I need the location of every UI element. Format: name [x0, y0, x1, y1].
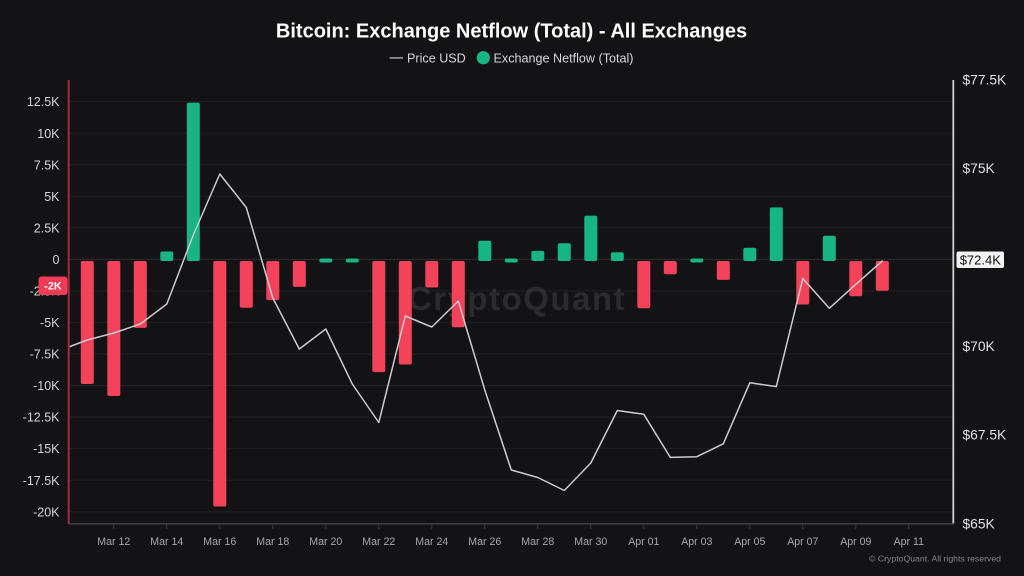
svg-text:CryptoQuant: CryptoQuant [408, 280, 626, 317]
svg-text:0: 0 [53, 253, 60, 267]
svg-text:12.5K: 12.5K [27, 95, 60, 109]
svg-text:Mar 12: Mar 12 [97, 536, 130, 548]
svg-text:Bitcoin: Exchange Netflow (Tot: Bitcoin: Exchange Netflow (Total) - All … [276, 21, 747, 43]
svg-text:Mar 22: Mar 22 [362, 536, 395, 548]
svg-text:Apr 07: Apr 07 [787, 536, 818, 548]
svg-text:-20K: -20K [33, 505, 60, 519]
svg-text:-12.5K: -12.5K [23, 411, 60, 425]
svg-text:Mar 30: Mar 30 [574, 536, 607, 548]
svg-text:Mar 18: Mar 18 [256, 536, 289, 548]
svg-text:Price USD: Price USD [407, 51, 466, 65]
svg-text:-17.5K: -17.5K [23, 474, 60, 488]
svg-text:Apr 01: Apr 01 [628, 536, 659, 548]
svg-text:-10K: -10K [33, 379, 60, 393]
svg-text:10K: 10K [37, 127, 60, 141]
svg-text:Apr 05: Apr 05 [734, 536, 765, 548]
svg-text:7.5K: 7.5K [34, 158, 60, 172]
svg-text:5K: 5K [44, 190, 60, 204]
svg-text:Mar 16: Mar 16 [203, 536, 236, 548]
svg-text:Apr 11: Apr 11 [894, 536, 925, 548]
svg-text:2.5K: 2.5K [34, 221, 60, 235]
svg-text:-7.5K: -7.5K [30, 348, 61, 362]
svg-text:© CryptoQuant. All rights rese: © CryptoQuant. All rights reserved [869, 554, 1001, 564]
svg-text:$75K: $75K [963, 161, 996, 176]
svg-text:Exchange Netflow (Total): Exchange Netflow (Total) [494, 51, 634, 65]
svg-text:$70K: $70K [963, 339, 996, 354]
svg-text:Mar 28: Mar 28 [521, 536, 554, 548]
svg-text:$72.4K: $72.4K [960, 252, 1002, 267]
svg-text:Mar 20: Mar 20 [309, 536, 342, 548]
svg-text:Apr 03: Apr 03 [681, 536, 712, 548]
svg-text:Mar 26: Mar 26 [468, 536, 501, 548]
svg-text:Mar 24: Mar 24 [415, 536, 448, 548]
svg-text:Mar 14: Mar 14 [150, 536, 183, 548]
svg-text:Apr 09: Apr 09 [840, 536, 871, 548]
svg-text:-5K: -5K [40, 316, 60, 330]
svg-text:$77.5K: $77.5K [963, 72, 1008, 87]
svg-text:$67.5K: $67.5K [963, 428, 1008, 443]
svg-text:-15K: -15K [33, 442, 60, 456]
svg-text:$65K: $65K [963, 516, 996, 531]
svg-text:-2K: -2K [44, 281, 62, 293]
